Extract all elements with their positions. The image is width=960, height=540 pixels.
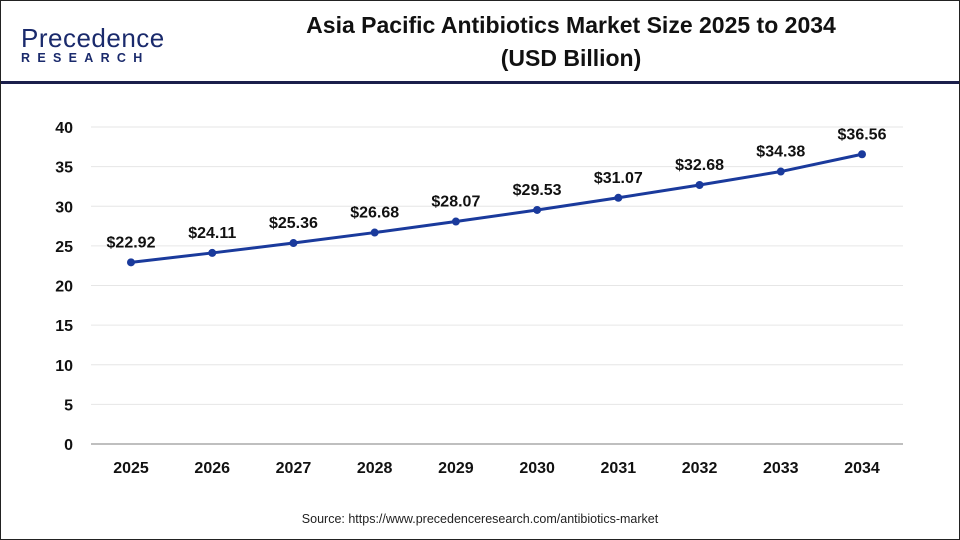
x-tick-label: 2033 (763, 460, 799, 477)
data-label: $22.92 (107, 234, 156, 251)
y-tick-label: 10 (55, 358, 73, 375)
x-tick-label: 2027 (276, 460, 312, 477)
data-label: $31.07 (594, 170, 643, 187)
y-tick-label: 0 (64, 437, 73, 454)
data-point (208, 248, 217, 257)
chart-title: Asia Pacific Antibiotics Market Size 202… (221, 9, 921, 75)
x-tick-label: 2026 (194, 460, 230, 477)
y-tick-label: 35 (55, 160, 73, 177)
series-line (130, 152, 863, 264)
x-tick-label: 2028 (357, 460, 393, 477)
x-tick-label: 2030 (519, 460, 555, 477)
y-tick-label: 5 (64, 397, 73, 414)
data-point (695, 181, 704, 190)
data-point (289, 239, 298, 248)
data-label: $26.68 (350, 205, 399, 222)
data-point (370, 228, 379, 237)
data-label: $24.11 (188, 225, 236, 242)
y-tick-label: 25 (55, 239, 73, 256)
chart-title-line2: (USD Billion) (500, 45, 642, 71)
logo-line2: RESEARCH (21, 51, 150, 65)
x-tick-label: 2031 (601, 460, 637, 477)
x-tick-label: 2025 (113, 460, 149, 477)
y-tick-label: 40 (55, 120, 73, 137)
x-tick-label: 2034 (844, 460, 880, 477)
y-tick-label: 30 (55, 199, 73, 216)
y-tick-label: 15 (55, 318, 73, 335)
data-label: $29.53 (513, 182, 562, 199)
x-tick-label: 2032 (682, 460, 718, 477)
data-point (533, 205, 542, 214)
precedence-research-logo: Precedence RESEARCH (17, 23, 167, 65)
data-label: $32.68 (675, 157, 724, 174)
data-label: $36.56 (838, 126, 887, 143)
data-label: $34.38 (756, 144, 805, 161)
logo-line1: Precedence (21, 23, 165, 53)
data-point (451, 217, 460, 226)
data-point (858, 150, 866, 159)
x-tick-label: 2029 (438, 460, 474, 477)
source-note: Source: https://www.precedenceresearch.c… (301, 512, 659, 526)
data-label: $25.36 (269, 215, 318, 232)
data-label: $28.07 (431, 194, 480, 211)
header-divider (1, 81, 959, 84)
y-tick-label: 20 (55, 279, 73, 296)
data-point (127, 258, 135, 267)
chart-title-line1: Asia Pacific Antibiotics Market Size 202… (306, 12, 836, 38)
data-point (776, 167, 785, 176)
data-point (614, 193, 623, 202)
